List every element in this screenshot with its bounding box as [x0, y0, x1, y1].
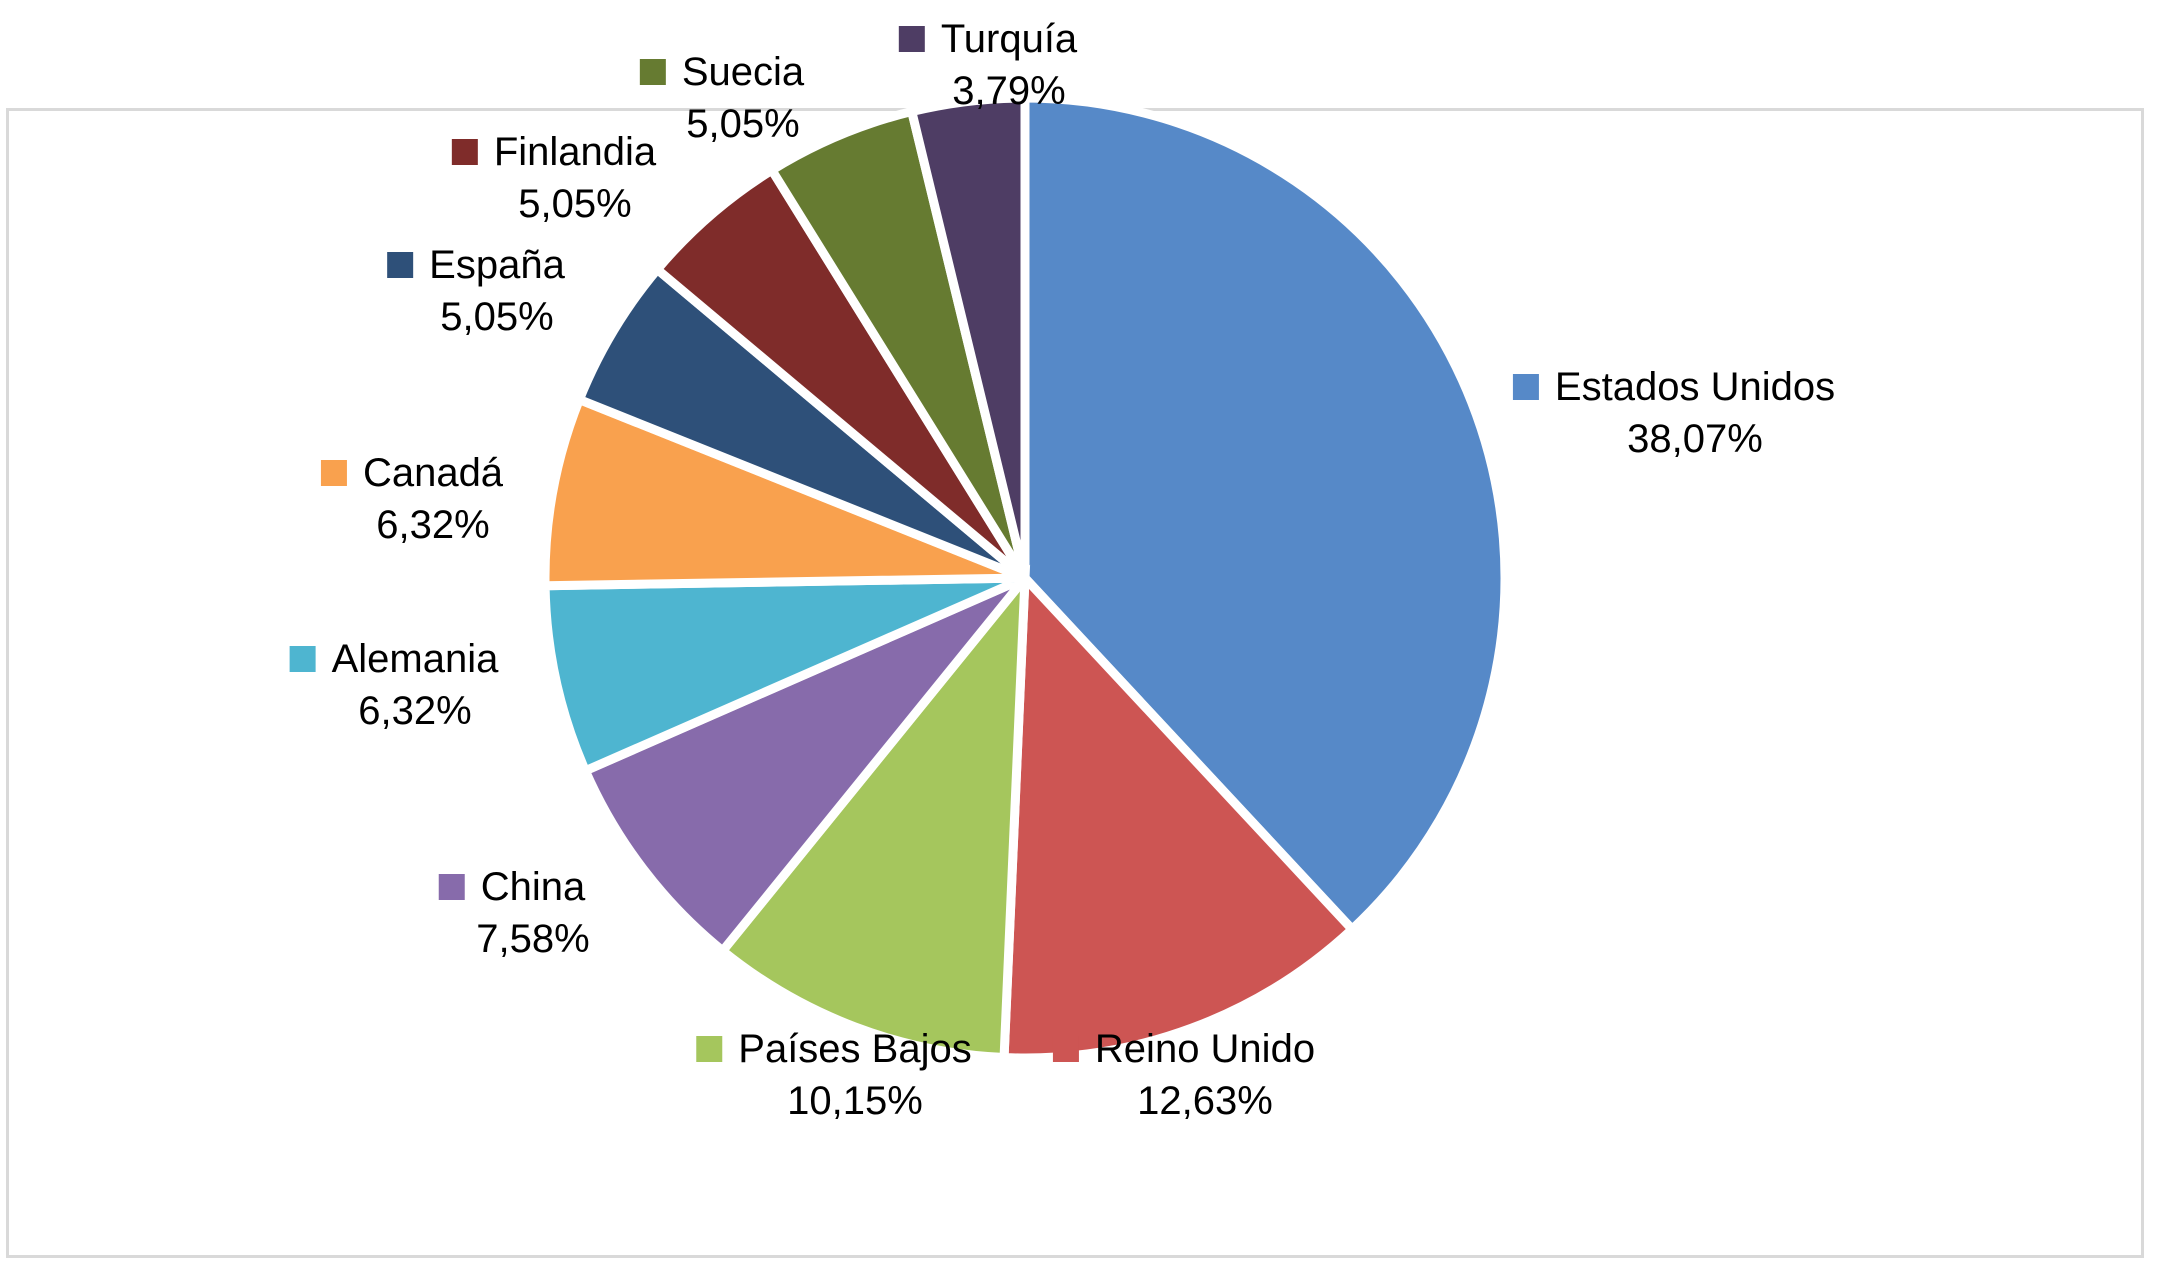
- legend-key-swatch: [1512, 374, 1539, 400]
- slice-value-label: 6,32%: [376, 503, 489, 547]
- slice-name-label: Finlandia: [494, 130, 657, 174]
- slice-label-suecia: Suecia 5,05%: [639, 50, 805, 146]
- slice-label-países-bajos: Países Bajos 10,15%: [696, 1027, 972, 1123]
- slice-name-label: Alemania: [332, 637, 500, 681]
- legend-key-swatch: [451, 139, 478, 165]
- pie-slice-china: [579, 573, 1029, 958]
- slice-name-label: España: [429, 243, 565, 287]
- slice-value-label: 3,79%: [952, 69, 1065, 113]
- pie-slice-reino-unido: [999, 567, 1359, 1063]
- legend-key-swatch: [320, 460, 347, 486]
- pie-slice-países-bajos: [716, 564, 1031, 1063]
- slice-value-label: 6,32%: [358, 689, 471, 733]
- slice-label-alemania: Alemania 6,32%: [289, 637, 500, 733]
- slice-name-label: China: [481, 865, 586, 909]
- slice-name-label: Turquía: [941, 17, 1078, 61]
- legend-key-swatch: [289, 646, 316, 672]
- slice-name-label: Canadá: [363, 451, 504, 495]
- slice-value-label: 7,58%: [476, 917, 589, 961]
- slice-label-españa: España 5,05%: [387, 243, 566, 339]
- pie-slice-turquía: [906, 93, 1030, 580]
- legend-key-swatch: [438, 874, 465, 900]
- slice-value-label: 5,05%: [518, 182, 631, 226]
- legend-key-swatch: [696, 1036, 723, 1062]
- slice-value-label: 10,15%: [787, 1079, 923, 1123]
- pie-slice-estados-unidos: [1020, 93, 1510, 936]
- legend-key-swatch: [898, 26, 925, 52]
- pie-slice-alemania: [540, 573, 1027, 777]
- slice-label-china: China 7,58%: [438, 865, 590, 961]
- slice-label-turquía: Turquía 3,79%: [898, 17, 1078, 113]
- pie-slices: [540, 93, 1510, 1063]
- legend-key-swatch: [387, 252, 414, 278]
- slice-name-label: Países Bajos: [738, 1027, 971, 1071]
- slice-name-label: Estados Unidos: [1555, 365, 1835, 409]
- slice-value-label: 5,05%: [440, 295, 553, 339]
- slice-label-estados-unidos: Estados Unidos 38,07%: [1512, 365, 1835, 461]
- slice-label-finlandia: Finlandia 5,05%: [451, 130, 657, 226]
- slice-value-label: 38,07%: [1627, 417, 1763, 461]
- slice-label-canadá: Canadá 6,32%: [320, 451, 504, 547]
- legend-key-swatch: [1052, 1036, 1079, 1062]
- slice-labels: Estados Unidos 38,07% Reino Unido 12,63% Paí…: [289, 17, 1835, 1123]
- slice-label-reino-unido: Reino Unido 12,63%: [1052, 1027, 1315, 1123]
- slice-value-label: 5,05%: [686, 102, 799, 146]
- slice-value-label: 12,63%: [1137, 1079, 1273, 1123]
- pie-slice-canadá: [540, 393, 1027, 591]
- slice-name-label: Reino Unido: [1095, 1027, 1315, 1071]
- slice-name-label: Suecia: [682, 50, 805, 94]
- legend-key-swatch: [639, 59, 666, 85]
